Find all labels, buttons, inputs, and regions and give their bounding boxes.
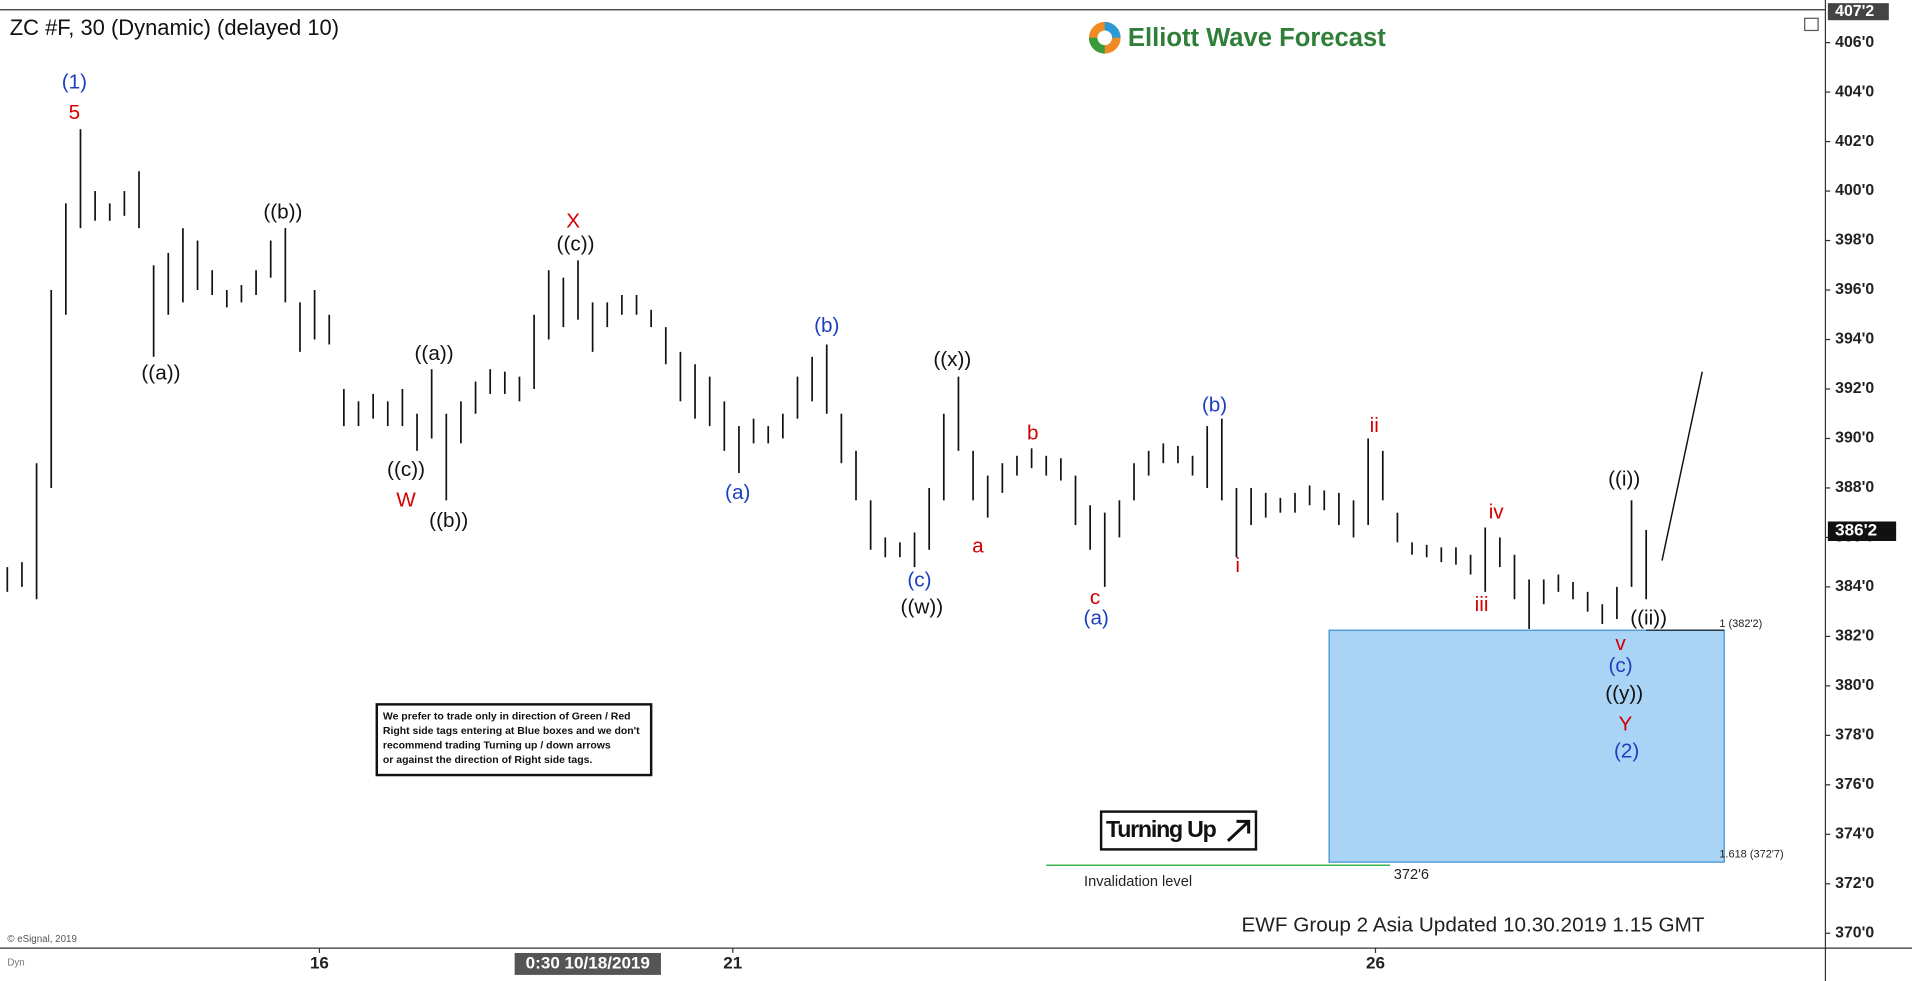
projection-line [1661, 371, 1703, 561]
box-bottom-label: 1.618 (372'7) [1719, 849, 1783, 861]
x-tick-label: 16 [310, 953, 329, 972]
disclaimer-box [375, 703, 653, 777]
logo-icon [1088, 21, 1121, 54]
y-tick-label: 388'0 [1835, 479, 1874, 496]
wave-label: (b) [814, 314, 839, 337]
y-tick-label: 392'0 [1835, 380, 1874, 397]
y-tick-label: 400'0 [1835, 182, 1874, 199]
wave-label: ((x)) [933, 348, 971, 371]
target-box [1328, 629, 1725, 863]
corner-label: Dyn [7, 957, 24, 968]
wave-label: (2) [1614, 739, 1639, 762]
y-tick-label: 398'0 [1835, 232, 1874, 249]
y-tick-label: 370'0 [1835, 924, 1874, 941]
symbol-title: ZC #F, 30 (Dynamic) (delayed 10) [10, 15, 339, 40]
wave-label: v [1615, 632, 1626, 655]
disclaimer-line: or against the direction of Right side t… [383, 755, 593, 766]
footer: EWF Group 2 Asia Updated 10.30.2019 1.15… [1241, 914, 1704, 937]
y-tick-label: 406'0 [1835, 34, 1874, 51]
wave-label: (c) [907, 569, 931, 592]
y-tick-label: 390'0 [1835, 430, 1874, 447]
top-marker-label: 407'2 [1835, 3, 1874, 20]
plot-area [6, 129, 1725, 866]
y-tick-label: 384'0 [1835, 578, 1874, 595]
turning-arrow-icon [1226, 819, 1251, 842]
wave-label: ((a)) [141, 362, 180, 385]
wave-label: (a) [1084, 607, 1109, 630]
wave-label: ii [1370, 414, 1379, 437]
cursor-label-box [514, 952, 661, 975]
disclaimer: We prefer to trade only in direction of … [383, 711, 640, 766]
wave-label: 5 [69, 101, 81, 124]
invalidation-text: Invalidation level [1084, 874, 1192, 890]
logo-text: Elliott Wave Forecast [1128, 24, 1386, 52]
wave-label: ((c)) [557, 232, 595, 255]
wave-label: i [1235, 554, 1240, 577]
wave-label: ((w)) [901, 596, 944, 619]
wave-label: Y [1619, 713, 1633, 736]
x-tick-label: 26 [1366, 953, 1385, 972]
wave-label: c [1090, 586, 1100, 609]
last-price-box [1827, 521, 1897, 541]
wave-label: ((ii)) [1630, 607, 1667, 630]
y-tick-label: 374'0 [1835, 825, 1874, 842]
wave-label: b [1027, 421, 1039, 444]
y-tick-label: 404'0 [1835, 83, 1874, 100]
top-marker-box [1827, 3, 1889, 21]
disclaimer-line: We prefer to trade only in direction of … [383, 711, 631, 722]
invalidation-value: 372'6 [1394, 867, 1429, 883]
wave-label: ((b)) [429, 509, 468, 532]
y-tick-label: 396'0 [1835, 281, 1874, 298]
y-tick-label: 376'0 [1835, 776, 1874, 793]
wave-label: ((y)) [1605, 682, 1643, 705]
cursor-label: 0:30 10/18/2019 [526, 953, 650, 972]
y-tick-label: 380'0 [1835, 677, 1874, 694]
y-tick-label: 382'0 [1835, 628, 1874, 645]
wave-label: ((a)) [415, 342, 454, 365]
wave-label: ((i)) [1608, 468, 1640, 491]
wave-label: (b) [1202, 393, 1227, 416]
wave-label: (c) [1608, 654, 1632, 677]
x-tick-label: 21 [723, 953, 742, 972]
wave-label: iii [1475, 593, 1489, 616]
turning-button-text: Turning Up [1106, 816, 1217, 842]
y-tick-label: 394'0 [1835, 331, 1874, 348]
wave-label: ((b)) [263, 201, 302, 224]
wave-label: ((c)) [387, 458, 425, 481]
wave-label: X [566, 209, 580, 232]
turning-button-box [1099, 810, 1258, 851]
y-tick-label: 378'0 [1835, 727, 1874, 744]
window-icon[interactable] [1804, 17, 1819, 32]
box-top-label: 1 (382'2) [1719, 618, 1762, 630]
disclaimer-line: recommend trading Turning up / down arro… [383, 741, 611, 752]
y-tick-label: 372'0 [1835, 875, 1874, 892]
wave-label: (a) [725, 481, 750, 504]
last-price-label: 386'2 [1835, 521, 1877, 540]
wave-label: W [396, 488, 416, 511]
wave-label: (1) [62, 70, 87, 93]
y-tick-label: 402'0 [1835, 133, 1874, 150]
wave-label: a [972, 535, 984, 558]
disclaimer-line: Right side tags entering at Blue boxes a… [383, 726, 640, 737]
copyright: © eSignal, 2019 [7, 934, 77, 945]
wave-label: iv [1489, 501, 1505, 524]
